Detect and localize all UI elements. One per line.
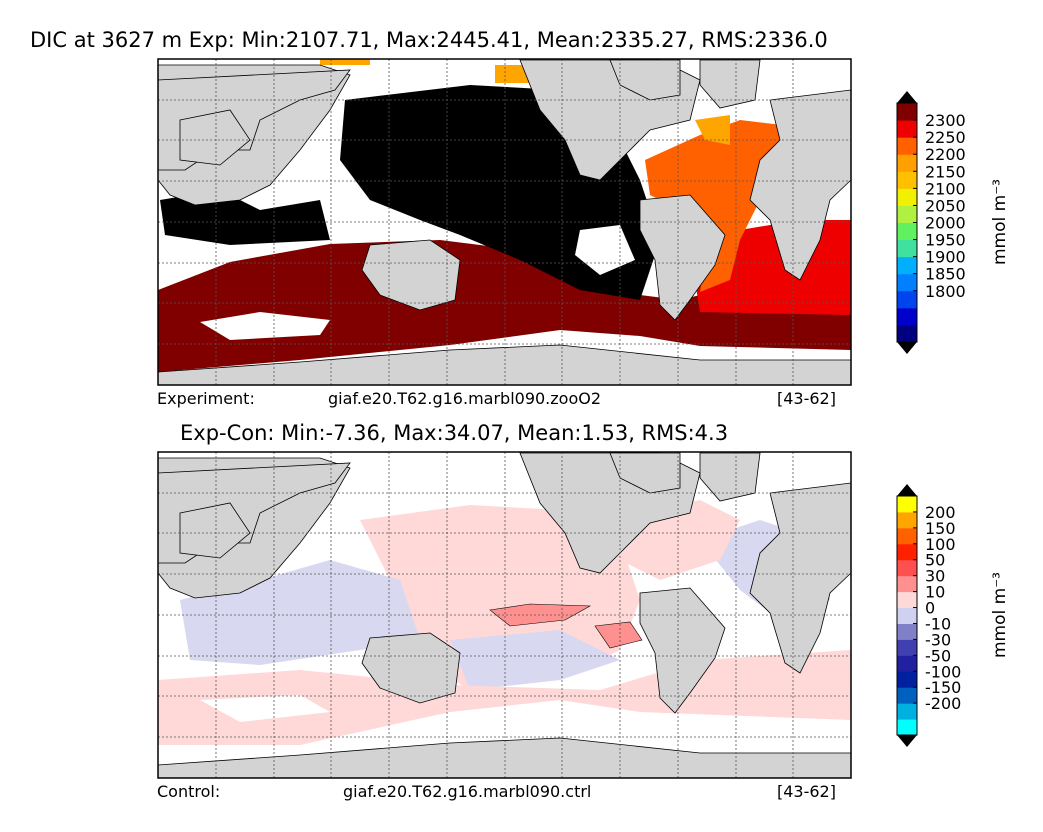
colorbar-2-swatch — [897, 496, 917, 513]
colorbar-2-min-arrow — [897, 735, 917, 747]
colorbar-2-tick-label: -30 — [925, 630, 951, 649]
colorbar-1-tick-label: 1950 — [925, 231, 966, 250]
colorbar-2-tick-label: 0 — [925, 599, 935, 618]
colorbar-1-swatch — [897, 290, 917, 309]
colorbar-1-tick-label: 1850 — [925, 265, 966, 284]
colorbar-1-swatch — [897, 103, 917, 121]
colorbar-2-swatch — [897, 719, 917, 736]
colorbar-2-max-arrow — [897, 484, 917, 496]
colorbar-1-tick-label: 2150 — [925, 162, 966, 181]
colorbar-1-tick-label: 2000 — [925, 214, 966, 233]
colorbar-1-swatch — [897, 120, 917, 138]
panel2-footer-right: [43-62] — [777, 782, 836, 801]
colorbar-2-tick-label: 10 — [925, 583, 945, 602]
colorbar-2-tick-label: 50 — [925, 551, 945, 570]
colorbar-1-swatch — [897, 154, 917, 172]
colorbar-1-max-arrow — [897, 91, 917, 103]
colorbar-2-swatch — [897, 607, 917, 624]
colorbar-1-tick-label: 1800 — [925, 282, 966, 301]
colorbar-1-tick-label: 2300 — [925, 111, 966, 130]
colorbar-2-swatch — [897, 655, 917, 672]
colorbar-2-swatch — [897, 511, 917, 529]
colorbar-2-swatch — [897, 575, 917, 593]
colorbar-2-swatch — [897, 543, 917, 561]
colorbar-1-swatch — [897, 222, 917, 241]
colorbar-1-swatch — [897, 324, 917, 343]
colorbar-2-swatch — [897, 687, 917, 704]
colorbar-1-swatch — [897, 273, 917, 292]
panel2-footer-center: giaf.e20.T62.g16.marbl090.ctrl — [343, 782, 592, 801]
panel2-footer-left: Control: — [157, 782, 221, 801]
colorbar-2-tick-label: 100 — [925, 535, 956, 554]
colorbar-2-tick-label: -50 — [925, 646, 951, 665]
map1 — [158, 59, 851, 385]
colorbar-2-tick-label: -200 — [925, 694, 961, 713]
colorbar-2-tick-label: 200 — [925, 503, 956, 522]
map2 — [158, 452, 851, 778]
colorbar-1-tick-label: 1900 — [925, 248, 966, 267]
colorbar-2-unit: mmol m⁻³ — [990, 572, 1010, 658]
panel1-title: DIC at 3627 m Exp: Min:2107.71, Max:2445… — [30, 28, 828, 52]
colorbar-2-swatch — [897, 623, 917, 640]
colorbar-1-swatch — [897, 171, 917, 189]
colorbar-2-swatch — [897, 639, 917, 656]
panel1-footer-center: giaf.e20.T62.g16.marbl090.zooO2 — [328, 389, 602, 408]
colorbar-1-swatch — [897, 256, 917, 275]
colorbar-2-tick-label: -10 — [925, 614, 951, 633]
colorbar-1-swatch — [897, 239, 917, 258]
colorbar-1-swatch — [897, 307, 917, 326]
map2-grid — [158, 452, 851, 778]
colorbar-1-min-arrow — [897, 342, 917, 354]
colorbar-1: 2300225022002150210020502000195019001850… — [896, 91, 966, 354]
panel1-footer-right: [43-62] — [777, 389, 836, 408]
colorbar-2-swatch — [897, 559, 917, 577]
colorbar-2-tick-label: -150 — [925, 678, 961, 697]
colorbar-2-swatch — [897, 591, 917, 609]
colorbar-2-tick-label: 30 — [925, 567, 945, 586]
colorbar-1-tick-label: 2100 — [925, 179, 966, 198]
colorbar-1-swatch — [897, 137, 917, 155]
colorbar-2-swatch — [897, 671, 917, 688]
colorbar-1-tick-label: 2050 — [925, 196, 966, 215]
colorbar-1-tick-label: 2200 — [925, 145, 966, 164]
colorbar-1-swatch — [897, 205, 917, 223]
colorbar-1-swatch — [897, 188, 917, 206]
colorbar-2-swatch — [897, 527, 917, 545]
colorbar-1-unit: mmol m⁻³ — [990, 179, 1010, 265]
panel1-footer-left: Experiment: — [157, 389, 255, 408]
colorbar-1-tick-label: 2250 — [925, 128, 966, 147]
colorbar-2-swatch — [897, 703, 917, 720]
map1-grid — [158, 59, 851, 385]
colorbar-2-tick-label: -100 — [925, 662, 961, 681]
panel2-title: Exp-Con: Min:-7.36, Max:34.07, Mean:1.53… — [180, 421, 729, 445]
colorbar-2-tick-label: 150 — [925, 519, 956, 538]
